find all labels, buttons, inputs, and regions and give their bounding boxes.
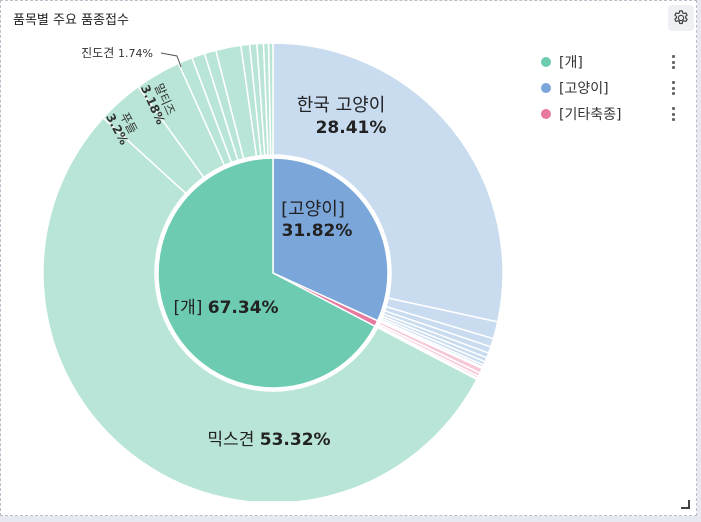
legend-swatch-cat xyxy=(541,83,551,93)
outer-label-jindo: 진도견 1.74% xyxy=(81,46,153,60)
legend: [개] [고양이] [기타축종] xyxy=(541,49,681,127)
inner-slice xyxy=(157,157,376,389)
legend-swatch-dog xyxy=(541,57,551,67)
legend-swatch-other xyxy=(541,109,551,119)
outer-label-korean-cat: 한국 고양이 xyxy=(297,95,386,116)
outer-slice xyxy=(42,116,478,501)
legend-item-cat[interactable]: [고양이] xyxy=(541,75,681,101)
gear-icon xyxy=(674,10,688,25)
resize-handle[interactable] xyxy=(681,500,690,509)
callout-line-jindo xyxy=(160,52,182,68)
outer-label-mix: 믹스견 53.32% xyxy=(207,430,330,450)
inner-label-cat: [고양이] xyxy=(281,199,345,220)
panel-title: 품목별 주요 품종접수 xyxy=(13,13,129,28)
legend-item-dog[interactable]: [개] xyxy=(541,49,681,75)
outer-value-korean-cat: 28.41% xyxy=(316,118,387,138)
outer-slice xyxy=(267,42,274,156)
outer-slice xyxy=(272,42,504,323)
legend-label-dog: [개] xyxy=(559,55,583,71)
settings-gear-button[interactable] xyxy=(668,5,694,31)
legend-menu-icon[interactable] xyxy=(672,55,675,69)
inner-value-cat: 31.82% xyxy=(282,221,353,241)
legend-label-cat: [고양이] xyxy=(559,81,609,97)
inner-label-dog: [개] 67.34% xyxy=(173,298,278,318)
legend-menu-icon[interactable] xyxy=(672,81,675,95)
legend-menu-icon[interactable] xyxy=(672,107,675,121)
legend-item-other[interactable]: [기타축종] xyxy=(541,101,681,127)
legend-label-other: [기타축종] xyxy=(559,107,622,123)
inner-slice xyxy=(272,157,389,322)
